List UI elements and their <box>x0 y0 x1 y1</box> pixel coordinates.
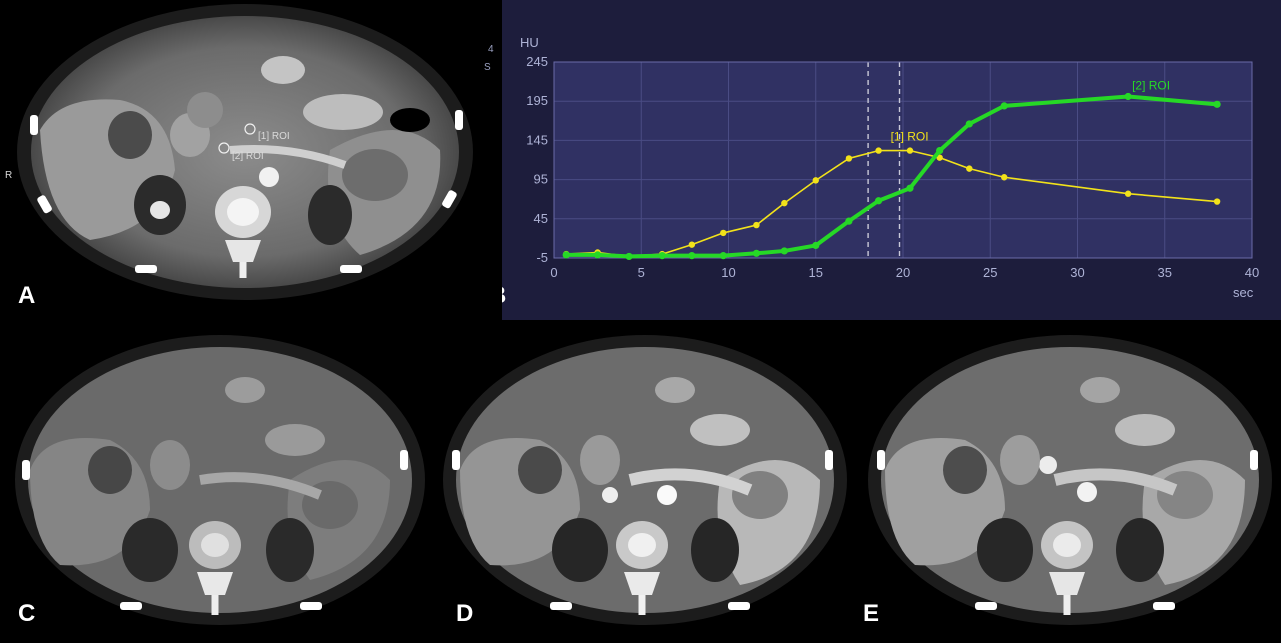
series-0-point-13 <box>966 165 973 172</box>
series-1-point-0 <box>562 251 570 259</box>
panel-label-e: E <box>863 600 880 627</box>
panel-label-a: A <box>18 282 36 309</box>
x-tick-label-3: 15 <box>809 265 823 280</box>
series-1-point-8 <box>812 241 820 250</box>
orientation-marker: R <box>5 170 12 181</box>
ct-scan-image-d <box>430 320 855 643</box>
x-tick-label-4: 20 <box>896 265 910 280</box>
ct-panel-b: 0 5 10 15 20 25 30 35 40 -5 45 95 145 195 245 [1] ROI[… <box>502 0 1281 320</box>
x-axis-label: sec <box>1233 285 1254 300</box>
panel-label-c: C <box>18 600 36 627</box>
y-tick-label-2: 95 <box>534 172 548 187</box>
series-1-point-2 <box>625 252 633 261</box>
series-0-point-15 <box>1124 190 1132 197</box>
roi-2-label: [2] ROI <box>232 151 264 162</box>
series-annotation-1: [2] ROI <box>1132 78 1170 92</box>
y-tick-label-0: -5 <box>536 250 548 265</box>
series-1-point-15 <box>1124 92 1132 101</box>
x-tick-label-5: 25 <box>983 265 997 280</box>
series-1-point-7 <box>780 247 788 255</box>
side-text-2: S <box>484 62 491 73</box>
series-1-point-16 <box>1213 100 1221 108</box>
series-1-point-3 <box>658 252 666 260</box>
series-0-point-8 <box>812 177 819 184</box>
roi-1-label: [1] ROI <box>258 131 290 142</box>
ct-scan-image-c <box>0 320 430 643</box>
x-tick-label-1: 5 <box>638 265 645 280</box>
x-tick-label-7: 35 <box>1158 265 1172 280</box>
side-text-1: 4 <box>488 44 494 55</box>
series-1-point-12 <box>936 146 944 155</box>
series-0-point-10 <box>875 147 882 154</box>
plot-frame <box>553 61 1253 259</box>
y-tick-label-3: 145 <box>526 132 548 147</box>
series-1-point-11 <box>906 184 914 192</box>
series-1-point-14 <box>1000 102 1008 110</box>
chart-series: [1] ROI [2] ROI <box>562 78 1221 261</box>
y-tick-label-4: 195 <box>526 93 548 108</box>
chart-vertical-markers <box>867 62 901 258</box>
ct-panel-e: E <box>855 320 1281 643</box>
series-0-point-16 <box>1213 198 1221 205</box>
series-1-point-1 <box>594 251 602 259</box>
x-tick-label-6: 30 <box>1070 265 1084 280</box>
series-annotation-0: [1] ROI <box>891 130 929 144</box>
ct-panel-a: [1] ROI [2] ROI R 4 S A <box>0 0 502 320</box>
series-0-point-7 <box>781 199 788 207</box>
series-1-point-5 <box>719 252 727 260</box>
series-1: [2] ROI <box>562 78 1221 261</box>
x-tick-label-8: 40 <box>1245 265 1259 280</box>
series-1-point-13 <box>965 120 973 128</box>
series-0-point-6 <box>753 221 760 229</box>
series-0-point-5 <box>720 229 727 237</box>
y-tick-label-5: 245 <box>526 54 548 69</box>
chart-axes: 0 5 10 15 20 25 30 35 40 -5 45 95 145 195 245 <box>526 54 1259 280</box>
series-0-point-14 <box>1001 174 1008 181</box>
series-0-point-4 <box>688 241 696 248</box>
ct-panel-c: C <box>0 320 430 643</box>
ct-scan-image-e <box>855 320 1281 643</box>
series-1-point-6 <box>752 249 761 257</box>
x-tick-label-0: 0 <box>550 265 557 280</box>
series-1-point-4 <box>688 252 696 260</box>
ct-panel-d: D <box>430 320 855 643</box>
series-1-point-9 <box>845 217 853 225</box>
y-tick-label-1: 45 <box>534 211 548 226</box>
series-1-point-10 <box>874 197 883 205</box>
y-axis-label: HU <box>520 35 539 50</box>
series-0-point-9 <box>845 155 853 162</box>
series-0-point-11 <box>906 147 914 154</box>
panel-label-b: B <box>502 284 506 308</box>
series-0-point-12 <box>936 154 943 161</box>
x-tick-label-2: 10 <box>721 265 735 280</box>
ct-scan-image-a: [1] ROI [2] ROI R 4 S <box>0 0 502 320</box>
panel-label-d: D <box>456 600 474 627</box>
